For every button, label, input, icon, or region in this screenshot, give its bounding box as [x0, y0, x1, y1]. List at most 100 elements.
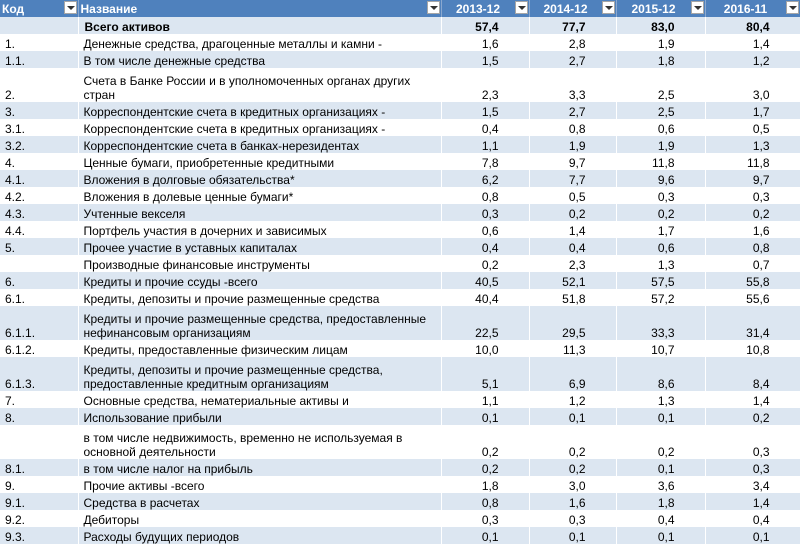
- row-name-cell[interactable]: Денежные средства, драгоценные металлы и…: [78, 34, 442, 51]
- column-header-year[interactable]: 2016-11: [705, 0, 800, 17]
- row-value-cell[interactable]: 40,4: [441, 289, 530, 306]
- row-code-cell[interactable]: [0, 425, 79, 459]
- row-value-cell[interactable]: 0,8: [705, 238, 800, 255]
- row-code-cell[interactable]: 6.: [0, 272, 79, 289]
- table-row[interactable]: 6. Кредиты и прочие ссуды -всего 40,5 52,1 5…: [0, 272, 800, 289]
- table-row[interactable]: 9.1. Средства в расчетах 0,8 1,6 1,8 1,4: [0, 493, 800, 510]
- table-row[interactable]: 3.2. Корреспондентские счета в банках-нер…: [0, 136, 800, 153]
- row-value-cell[interactable]: 11,8: [616, 153, 706, 170]
- row-value-cell[interactable]: 9,6: [616, 170, 706, 187]
- row-name-cell[interactable]: Кредиты и прочие ссуды -всего: [78, 272, 442, 289]
- row-value-cell[interactable]: 0,2: [529, 204, 617, 221]
- row-value-cell[interactable]: 33,3: [616, 306, 706, 340]
- row-value-cell[interactable]: 9,7: [529, 153, 617, 170]
- row-value-cell[interactable]: 0,2: [616, 425, 706, 459]
- row-value-cell[interactable]: 0,2: [616, 204, 706, 221]
- row-value-cell[interactable]: 6,9: [529, 357, 617, 391]
- row-value-cell[interactable]: 3,4: [705, 476, 800, 493]
- row-code-cell[interactable]: 8.: [0, 408, 79, 425]
- row-value-cell[interactable]: 0,1: [529, 527, 617, 544]
- row-value-cell[interactable]: 0,6: [616, 119, 706, 136]
- row-value-cell[interactable]: 1,1: [441, 136, 530, 153]
- row-value-cell[interactable]: 1,9: [616, 136, 706, 153]
- row-value-cell[interactable]: 55,6: [705, 289, 800, 306]
- row-value-cell[interactable]: 0,8: [529, 119, 617, 136]
- column-header-year[interactable]: 2014-12: [529, 0, 617, 17]
- table-row[interactable]: 4.4. Портфель участия в дочерних и зависи…: [0, 221, 800, 238]
- row-value-cell[interactable]: 51,8: [529, 289, 617, 306]
- row-value-cell[interactable]: 2,8: [529, 34, 617, 51]
- row-name-cell[interactable]: Кредиты, депозиты и прочие размещенные с…: [78, 357, 442, 391]
- row-value-cell[interactable]: 7,8: [441, 153, 530, 170]
- row-value-cell[interactable]: 1,5: [441, 102, 530, 119]
- row-value-cell[interactable]: 0,2: [529, 459, 617, 476]
- row-code-cell[interactable]: 6.1.3.: [0, 357, 79, 391]
- row-value-cell[interactable]: 1,6: [705, 221, 800, 238]
- table-row[interactable]: 3.1. Корреспондентские счета в кредитных …: [0, 119, 800, 136]
- row-value-cell[interactable]: 10,8: [705, 340, 800, 357]
- row-value-cell[interactable]: 0,1: [441, 408, 530, 425]
- row-value-cell[interactable]: 1,4: [705, 391, 800, 408]
- row-value-cell[interactable]: 2,3: [529, 255, 617, 272]
- row-value-cell[interactable]: 0,7: [705, 255, 800, 272]
- table-row-total[interactable]: Всего активов 57,4 77,7 83,0 80,4: [0, 17, 800, 34]
- table-row[interactable]: 2. Счета в Банке России и в уполномоченны…: [0, 68, 800, 102]
- filter-dropdown-icon[interactable]: [690, 1, 704, 14]
- row-value-cell[interactable]: 0,2: [705, 408, 800, 425]
- row-code-cell[interactable]: 4.2.: [0, 187, 79, 204]
- row-name-cell[interactable]: Всего активов: [78, 17, 442, 34]
- row-name-cell[interactable]: Расходы будущих периодов: [78, 527, 442, 544]
- row-value-cell[interactable]: 10,0: [441, 340, 530, 357]
- row-value-cell[interactable]: 0,5: [529, 187, 617, 204]
- row-code-cell[interactable]: 4.1.: [0, 170, 79, 187]
- filter-dropdown-icon[interactable]: [426, 1, 440, 14]
- row-code-cell[interactable]: 3.1.: [0, 119, 79, 136]
- row-value-cell[interactable]: 0,3: [705, 459, 800, 476]
- filter-dropdown-icon[interactable]: [63, 1, 77, 14]
- filter-dropdown-icon[interactable]: [601, 1, 615, 14]
- row-value-cell[interactable]: 0,1: [441, 527, 530, 544]
- row-name-cell[interactable]: Вложения в долевые ценные бумаги*: [78, 187, 442, 204]
- table-row[interactable]: 8. Использование прибыли 0,1 0,1 0,1 0,2: [0, 408, 800, 425]
- row-value-cell[interactable]: 0,2: [529, 425, 617, 459]
- row-name-cell[interactable]: В том числе денежные средства: [78, 51, 442, 68]
- row-value-cell[interactable]: 0,4: [529, 238, 617, 255]
- row-value-cell[interactable]: 22,5: [441, 306, 530, 340]
- row-value-cell[interactable]: 9,7: [705, 170, 800, 187]
- table-row[interactable]: 8.1. в том числе налог на прибыль 0,2 0,2 0,…: [0, 459, 800, 476]
- row-value-cell[interactable]: 0,6: [441, 221, 530, 238]
- row-name-cell[interactable]: Учтенные векселя: [78, 204, 442, 221]
- row-value-cell[interactable]: 0,1: [529, 408, 617, 425]
- row-value-cell[interactable]: 0,1: [705, 527, 800, 544]
- filter-dropdown-icon[interactable]: [785, 1, 799, 14]
- table-row[interactable]: 3. Корреспондентские счета в кредитных ор…: [0, 102, 800, 119]
- row-value-cell[interactable]: 8,4: [705, 357, 800, 391]
- row-code-cell[interactable]: 4.: [0, 153, 79, 170]
- row-name-cell[interactable]: Ценные бумаги, приобретенные кредитными: [78, 153, 442, 170]
- row-name-cell[interactable]: Основные средства, нематериальные активы…: [78, 391, 442, 408]
- row-value-cell[interactable]: 1,8: [616, 493, 706, 510]
- row-value-cell[interactable]: 6,2: [441, 170, 530, 187]
- row-code-cell[interactable]: 9.: [0, 476, 79, 493]
- row-code-cell[interactable]: 9.1.: [0, 493, 79, 510]
- row-code-cell[interactable]: 1.1.: [0, 51, 79, 68]
- table-row[interactable]: 4.2. Вложения в долевые ценные бумаги* 0,8…: [0, 187, 800, 204]
- table-row[interactable]: 6.1.2. Кредиты, предоставленные физически…: [0, 340, 800, 357]
- row-name-cell[interactable]: в том числе недвижимость, временно не ис…: [78, 425, 442, 459]
- row-value-cell[interactable]: 1,3: [616, 391, 706, 408]
- row-value-cell[interactable]: 2,7: [529, 102, 617, 119]
- row-value-cell[interactable]: 11,8: [705, 153, 800, 170]
- row-value-cell[interactable]: 1,9: [529, 136, 617, 153]
- row-value-cell[interactable]: 57,4: [441, 17, 530, 34]
- column-header-year[interactable]: 2013-12: [441, 0, 530, 17]
- row-code-cell[interactable]: 6.1.1.: [0, 306, 79, 340]
- row-value-cell[interactable]: 1,4: [705, 493, 800, 510]
- row-value-cell[interactable]: 0,3: [529, 510, 617, 527]
- row-value-cell[interactable]: 1,3: [616, 255, 706, 272]
- row-value-cell[interactable]: 1,5: [441, 51, 530, 68]
- table-row[interactable]: 9. Прочие активы -всего 1,8 3,0 3,6 3,4: [0, 476, 800, 493]
- row-value-cell[interactable]: 0,3: [441, 204, 530, 221]
- row-value-cell[interactable]: 0,4: [441, 238, 530, 255]
- row-name-cell[interactable]: Портфель участия в дочерних и зависимых: [78, 221, 442, 238]
- row-value-cell[interactable]: 2,7: [529, 51, 617, 68]
